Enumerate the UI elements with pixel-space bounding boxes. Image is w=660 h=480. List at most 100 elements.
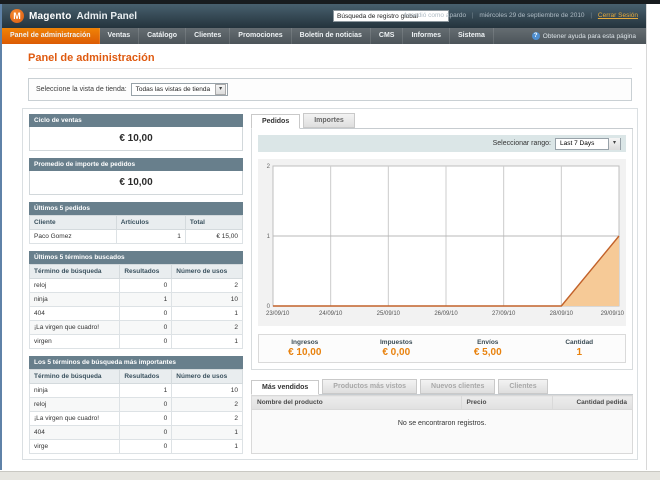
stat-impuestos: Impuestos € 0,00: [379, 339, 413, 358]
average-orders-card: Promedio de importe de pedidos € 10,00: [29, 158, 243, 195]
magento-logo: M Magento Admin Panel: [10, 9, 137, 23]
tab-productos-mas-vistos[interactable]: Productos más vistos: [322, 379, 418, 394]
svg-text:27/09/10: 27/09/10: [492, 311, 516, 317]
nav-item-sales[interactable]: Ventas: [100, 28, 140, 44]
dashboard-main: Pedidos Importes Seleccionar rango: Last…: [251, 113, 634, 454]
grid-tabs: Más vendidos Productos más vistos Nuevos…: [251, 379, 633, 395]
tab-nuevos-clientes[interactable]: Nuevos clientes: [420, 379, 496, 394]
range-value: Last 7 Days: [560, 140, 595, 147]
last-search-card: Últimos 5 términos buscados Término de b…: [28, 251, 243, 349]
tab-mas-vendidos[interactable]: Más vendidos: [251, 380, 320, 395]
col-product-name: Nombre del producto: [251, 395, 462, 410]
table-row[interactable]: virgen 0 1: [28, 334, 243, 349]
help-label: Obtener ayuda para esta página: [542, 32, 636, 40]
nav-item-catalog[interactable]: Catálogo: [139, 28, 187, 44]
nav-item-reports[interactable]: Informes: [403, 28, 451, 44]
average-orders-title: Promedio de importe de pedidos: [29, 158, 243, 171]
orders-chart: 0 1 2 23/09/10 24/09/10 25/09/10 26/09/10 27/09…: [258, 161, 626, 326]
table-row[interactable]: ninja 1 10: [28, 383, 243, 398]
svg-text:23/09/10: 23/09/10: [266, 311, 290, 317]
svg-text:2: 2: [267, 164, 271, 170]
col-articulos: Artículos: [115, 215, 186, 230]
magento-logo-icon: M: [10, 9, 24, 23]
chevron-down-icon: ▾: [215, 84, 227, 95]
grid-header-row: Nombre del producto Precio Cantidad pedi…: [251, 395, 634, 410]
tab-importes[interactable]: Importes: [303, 113, 355, 128]
col-results: Resultados: [119, 264, 173, 279]
last-orders-title: Últimos 5 pedidos: [29, 202, 243, 215]
table-row[interactable]: ¡La virgen que cuadro! 0 2: [28, 320, 243, 335]
diagram-tabs: Pedidos Importes: [251, 113, 633, 129]
current-date: miércoles 29 de septiembre de 2010: [479, 12, 585, 19]
nav-item-newsletter[interactable]: Boletín de noticias: [292, 28, 371, 44]
col-qty-ordered: Cantidad pedida: [551, 395, 634, 410]
nav-item-customers[interactable]: Clientes: [186, 28, 231, 44]
svg-text:29/09/10: 29/09/10: [601, 311, 625, 317]
table-row[interactable]: 404 0 1: [28, 425, 243, 440]
col-price: Precio: [460, 395, 553, 410]
chart-area: 0 1 2 23/09/10 24/09/10 25/09/10 26/09/10 27/09…: [258, 159, 626, 326]
svg-text:24/09/10: 24/09/10: [319, 311, 343, 317]
table-row[interactable]: virge 0 1: [28, 439, 243, 454]
orders-panel: Seleccionar rango: Last 7 Days ▾ 0 1 2 23/0…: [251, 129, 633, 370]
account-bar: Accedió como apardo | miércoles 29 de se…: [403, 12, 638, 19]
help-link[interactable]: ? Obtener ayuda para esta página: [531, 28, 646, 44]
nav-item-promotions[interactable]: Promociones: [230, 28, 292, 44]
last-orders-card: Últimos 5 pedidos Cliente Artículos Tota…: [29, 202, 244, 244]
range-label: Seleccionar rango:: [492, 140, 551, 147]
table-row[interactable]: reloj 0 2: [28, 397, 243, 412]
col-uses: Número de usos: [171, 369, 243, 384]
global-search-input[interactable]: [333, 10, 449, 22]
col-term: Término de búsqueda: [28, 264, 121, 279]
range-bar: Seleccionar rango: Last 7 Days ▾: [258, 135, 626, 152]
nav-item-dashboard[interactable]: Panel de administración: [2, 28, 100, 44]
stat-envios: Envíos € 5,00: [473, 339, 502, 358]
frame-bottom-strip: [0, 471, 660, 480]
col-cliente: Cliente: [29, 215, 117, 230]
cell-customer: Paco Gomez: [29, 229, 117, 244]
store-view-value: Todas las vistas de tienda: [135, 86, 211, 93]
last-search-table: Término de búsqueda Resultados Número de…: [28, 264, 243, 349]
logo-subtitle: Admin Panel: [76, 10, 138, 22]
no-records-message: No se encontraron registros.: [251, 409, 633, 454]
dashboard-sidebar: Ciclo de ventas € 10,00 Promedio de impo…: [28, 114, 244, 461]
table-row[interactable]: ninja 1 10: [28, 292, 243, 307]
store-view-selector: Seleccione la vista de tienda: Todas las…: [28, 78, 632, 101]
logged-in-as: Accedió como apardo: [403, 12, 467, 19]
svg-text:1: 1: [267, 234, 271, 240]
logout-link[interactable]: Cerrar Sesión: [597, 12, 638, 19]
frame-right-strip: [646, 4, 647, 470]
table-row[interactable]: ¡La virgen que cuadro! 0 2: [28, 411, 243, 426]
top-header: M Magento Admin Panel Accedió como apard…: [2, 4, 646, 28]
lifetime-sales-title: Ciclo de ventas: [29, 114, 243, 127]
page-title: Panel de administración: [28, 52, 155, 64]
range-select[interactable]: Last 7 Days ▾: [555, 137, 621, 150]
nav-item-cms[interactable]: CMS: [371, 28, 404, 44]
separator: |: [590, 12, 593, 19]
svg-text:26/09/10: 26/09/10: [434, 311, 458, 317]
top-search-title: Los 5 términos de búsqueda más important…: [29, 356, 243, 369]
table-header-row: Término de búsqueda Resultados Número de…: [28, 369, 243, 384]
tab-pedidos[interactable]: Pedidos: [251, 114, 301, 129]
totals-bar: Ingresos € 10,00 Impuestos € 0,00 Envíos…: [258, 334, 626, 363]
store-view-select[interactable]: Todas las vistas de tienda ▾: [130, 83, 229, 96]
lifetime-sales-value: € 10,00: [29, 127, 243, 151]
empty-row: No se encontraron registros.: [251, 409, 633, 454]
table-row[interactable]: 404 0 1: [28, 306, 243, 321]
stat-cantidad: Cantidad 1: [565, 339, 594, 358]
frame-left-strip: [0, 4, 2, 470]
svg-text:0: 0: [267, 304, 271, 310]
top-search-table: Término de búsqueda Resultados Número de…: [28, 369, 243, 454]
table-row[interactable]: Paco Gomez 1 € 15,00: [29, 229, 244, 244]
average-orders-value: € 10,00: [29, 171, 243, 195]
col-uses: Número de usos: [171, 264, 243, 279]
table-header-row: Cliente Artículos Total: [29, 215, 244, 230]
chevron-down-icon: ▾: [608, 137, 620, 150]
top-search-card: Los 5 términos de búsqueda más important…: [28, 356, 243, 454]
nav-item-system[interactable]: Sistema: [450, 28, 494, 44]
table-row[interactable]: reloj 0 2: [28, 278, 243, 293]
svg-text:28/09/10: 28/09/10: [550, 311, 574, 317]
tab-clientes[interactable]: Clientes: [498, 379, 548, 394]
store-view-label: Seleccione la vista de tienda:: [36, 86, 127, 93]
